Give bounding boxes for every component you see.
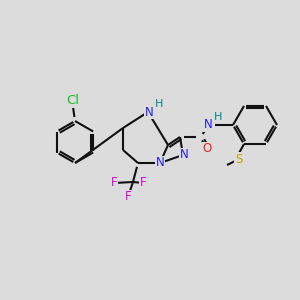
Text: H: H <box>155 99 163 109</box>
Text: N: N <box>204 118 212 131</box>
Text: S: S <box>235 153 243 166</box>
Text: F: F <box>140 176 146 190</box>
Text: Cl: Cl <box>67 94 80 107</box>
Text: F: F <box>125 190 131 203</box>
Text: N: N <box>156 157 164 169</box>
Text: F: F <box>111 176 117 190</box>
Text: H: H <box>214 112 222 122</box>
Text: N: N <box>180 148 188 161</box>
Text: N: N <box>145 106 153 118</box>
Text: O: O <box>202 142 211 155</box>
